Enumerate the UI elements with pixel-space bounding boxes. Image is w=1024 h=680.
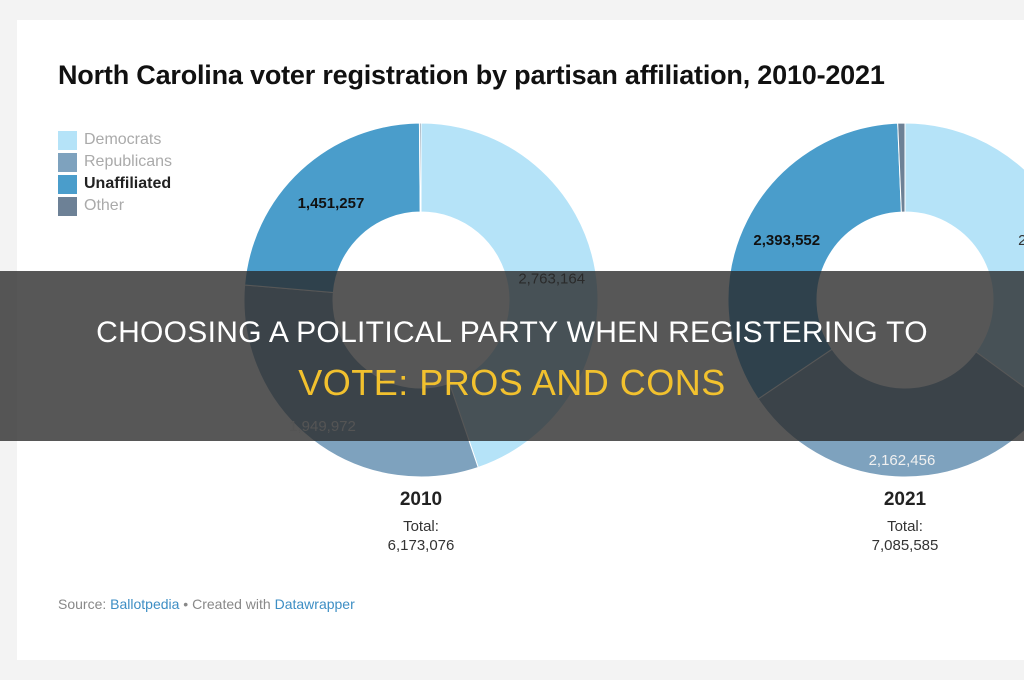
data-label-2021-unaffiliated: 2,393,552 xyxy=(753,232,820,249)
slice-2010-other[interactable] xyxy=(418,122,422,213)
total-label: Total: xyxy=(887,518,923,535)
year-2010: 2010 xyxy=(399,489,443,510)
data-label-2021-democrats: 2,483 xyxy=(1018,232,1024,249)
source-line: Source: Ballotpedia • Created with Dataw… xyxy=(58,596,355,612)
source-separator: • Created with xyxy=(179,596,275,612)
total-label: Total: xyxy=(403,518,439,535)
source-link[interactable]: Ballotpedia xyxy=(110,596,180,612)
legend-swatch xyxy=(58,130,77,150)
legend-unaffiliated[interactable]: Unaffiliated xyxy=(58,173,172,195)
legend-label: Democrats xyxy=(84,131,162,148)
slice-2021-other[interactable] xyxy=(897,122,906,213)
slice-2010-unaffiliated[interactable] xyxy=(244,122,421,294)
legend-label: Republicans xyxy=(84,153,173,170)
legend-label: Other xyxy=(84,197,125,214)
year-2021: 2021 xyxy=(883,489,927,510)
title-banner xyxy=(0,271,1024,441)
legend-republicans[interactable]: Republicans xyxy=(58,151,172,173)
chart-title: North Carolina voter registration by par… xyxy=(58,60,885,90)
source-prefix: Source: xyxy=(58,596,111,612)
legend-democrats[interactable]: Democrats xyxy=(58,129,172,151)
legend-swatch xyxy=(58,196,77,216)
legend-other[interactable]: Other xyxy=(58,195,172,217)
legend-label: Unaffiliated xyxy=(84,175,172,192)
legend-swatch xyxy=(58,174,77,194)
data-label-2021-republicans: 2,162,456 xyxy=(869,452,936,469)
data-label-2010-unaffiliated: 1,451,257 xyxy=(298,195,365,212)
total-2010: Total: 6,173,076 xyxy=(321,517,521,555)
datawrapper-link[interactable]: Datawrapper xyxy=(274,596,355,612)
total-value: 6,173,076 xyxy=(387,537,455,554)
banner-line-1: CHOOSING A POLITICAL PARTY WHEN REGISTER… xyxy=(96,316,928,349)
total-2021: Total: 7,085,585 xyxy=(805,517,1005,555)
legend-swatch xyxy=(58,152,77,172)
total-value: 7,085,585 xyxy=(871,537,939,554)
banner-line-2: VOTE: PROS AND CONS xyxy=(298,362,726,403)
legend: Democrats Republicans Unaffiliated Other xyxy=(58,129,172,217)
